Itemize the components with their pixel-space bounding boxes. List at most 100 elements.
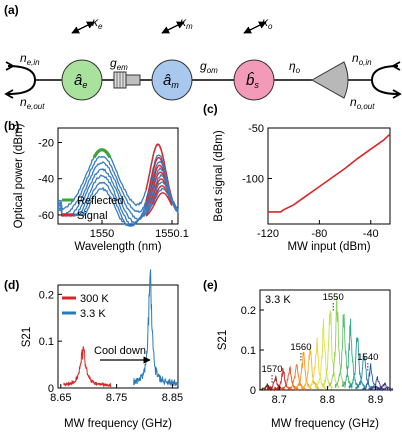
- chart-b-xtick: 1550: [90, 228, 114, 240]
- panel-a: (a) ne,in ne,out âe âm b̂s gem gom η: [4, 3, 402, 111]
- kappa-e-label: κe: [92, 15, 103, 31]
- chart-e-wavelength-label: 1550: [323, 292, 344, 303]
- chart-e-peak-11: [334, 313, 353, 390]
- chart-b-ylabel: Optical power (dBm): [13, 123, 25, 228]
- chart-d-ytick: 0.1: [39, 336, 54, 348]
- chart-c-line: [268, 133, 391, 213]
- panel-label-a: (a): [4, 3, 19, 17]
- chart-c-xtick: -120: [257, 228, 279, 240]
- kappa-o-label: κo: [262, 15, 273, 31]
- kappa-o-arrow: [243, 21, 267, 34]
- chart-b-frame: [57, 127, 179, 225]
- mode-e-label: âe: [74, 72, 87, 90]
- right-port-loop: [370, 65, 399, 95]
- chart-d-ylabel: S21: [21, 327, 33, 347]
- left-output-arrow: [4, 89, 14, 99]
- panel-label-c: (c): [203, 102, 218, 116]
- chart-c-xlabel: MW input (dBm): [287, 241, 370, 253]
- chart-c-xtick: -80: [311, 228, 327, 240]
- chart-d-ytick: 0: [48, 383, 54, 395]
- chart-d-series-1: [133, 269, 179, 387]
- chart-b-trace-1: [58, 154, 179, 217]
- chart-e-wavelength-label: 1570: [261, 364, 282, 375]
- chart-b-signal-peak-6: [145, 192, 173, 217]
- chart-d-xtick: 8.75: [106, 392, 127, 404]
- chart-c-ylabel: Beat signal (dBm): [213, 130, 225, 222]
- chart-e-annotation: 3.3 K: [265, 294, 291, 306]
- right-input-arrow: [391, 61, 401, 71]
- chart-e-peak-7: [307, 337, 326, 391]
- input-e-label: ne,in: [20, 51, 40, 67]
- chart-e-ticks: 8.7 8.8 8.9 0 0.1 0.2: [241, 305, 384, 406]
- chart-e-peak-14: [355, 353, 374, 390]
- panel-d: (d) 8.65 8.75 8.85 0 0.1 0.2 Cool down 300 K …: [4, 269, 183, 430]
- right-output-arrow: [392, 89, 402, 99]
- mode-s-label: b̂s: [246, 72, 259, 90]
- chart-e-xlabel: MW frequency (GHz): [271, 418, 379, 430]
- chart-b-xlabel: Wavelength (nm): [74, 241, 161, 253]
- kappa-m-arrow: [161, 21, 185, 34]
- legend-label-signal: Signal: [77, 210, 108, 222]
- chart-b-traces: [58, 143, 179, 227]
- output-e-label: ne,out: [20, 95, 45, 111]
- chart-d-legend: 300 K 3.3 K: [62, 293, 109, 320]
- kappa-m-label: κm: [180, 15, 193, 31]
- chart-b-xticks: 1550 1550.1: [90, 220, 189, 240]
- chart-b-ytick: -20: [38, 137, 54, 149]
- g-em-label: gem: [110, 56, 128, 72]
- panel-label-b: (b): [4, 119, 19, 133]
- chart-d-annotation: Cool down: [94, 345, 146, 357]
- chart-c-ytick: -50: [248, 123, 264, 135]
- input-o-label: no,in: [352, 51, 372, 67]
- legend-label-reflected: Reflected: [77, 195, 123, 207]
- chart-b-yticks: -20 -40 -60: [38, 137, 62, 222]
- chart-e-wavelength-label: 1540: [357, 352, 378, 363]
- mode-e-circle: [61, 59, 103, 101]
- chart-b-xtick: 1550.1: [155, 228, 189, 240]
- chart-b-ytick: -60: [38, 210, 54, 222]
- panel-label-e: (e): [203, 278, 218, 292]
- chart-e-peak-17: [375, 381, 394, 392]
- chart-c-ticks: -120 -80 -40 -50 -100: [242, 123, 379, 240]
- chart-e-xtick: 8.7: [272, 394, 287, 406]
- left-input-arrow: [5, 61, 15, 71]
- chart-b-trace-3: [58, 166, 178, 224]
- chart-e-peak-16: [368, 375, 387, 392]
- chart-d-xtick: 8.85: [162, 392, 183, 404]
- grating-coupler-icon: [310, 61, 349, 99]
- chart-d-xtick: 8.65: [50, 392, 71, 404]
- chart-d-series-0: [63, 346, 112, 388]
- chart-b-trace-2: [58, 160, 179, 222]
- chart-e-peak-9: [321, 309, 340, 388]
- chart-b-trace-6: [58, 186, 179, 227]
- chart-e-ylabel: S21: [217, 330, 229, 350]
- chart-d-xlabel: MW frequency (GHz): [64, 418, 172, 430]
- mode-m-label: âm: [163, 72, 179, 90]
- chart-e-wavelength-labels: 1570 1560 1550 1540: [261, 292, 378, 384]
- chart-b-ytick: -40: [38, 174, 54, 186]
- panel-b: (b) -20 -40 -60 1550 1550.1 Wavelength (nm…: [4, 119, 189, 253]
- chart-d-ticks: 8.65 8.75 8.85 0 0.1 0.2: [39, 289, 183, 404]
- chart-e-ytick: 0.2: [241, 305, 256, 317]
- chart-c-ytick: -100: [242, 174, 264, 186]
- chart-b-legend: Reflected Signal: [62, 195, 123, 222]
- rf-connector-icon: [113, 71, 141, 89]
- chart-e-xtick: 8.9: [368, 394, 383, 406]
- chart-d-ytick: 0.2: [39, 289, 54, 301]
- chart-e-wavelength-label: 1560: [290, 342, 311, 353]
- chart-e-ytick: 0: [250, 385, 256, 397]
- panel-label-d: (d): [4, 278, 19, 292]
- legend-label-300k: 300 K: [80, 293, 109, 305]
- chart-e-peak-12: [341, 318, 360, 389]
- mode-m-circle: [151, 59, 193, 101]
- chart-b-signal-peak-0: [145, 143, 173, 199]
- chart-e-xtick: 8.8: [320, 394, 335, 406]
- eta-o-label: ηo: [289, 59, 301, 75]
- kappa-e-arrow: [71, 21, 95, 34]
- chart-e-frame: [259, 289, 391, 391]
- chart-d-frame: [57, 284, 179, 389]
- chart-e-peak-10: [327, 296, 347, 389]
- g-om-label: gom: [200, 59, 218, 75]
- chart-c-xtick: -40: [363, 228, 379, 240]
